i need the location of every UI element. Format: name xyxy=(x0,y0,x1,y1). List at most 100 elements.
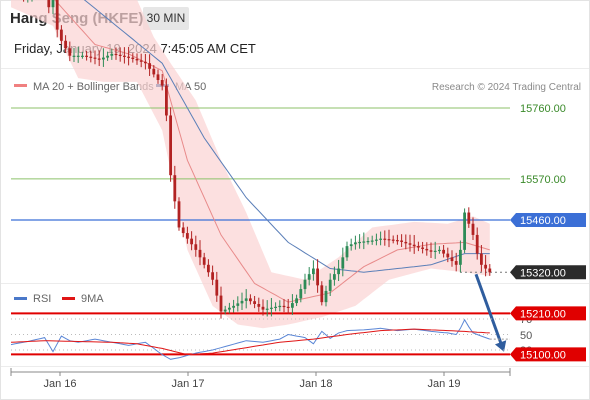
candle xyxy=(328,273,332,297)
candle-body xyxy=(295,298,298,304)
candle xyxy=(261,299,265,316)
candle xyxy=(198,240,202,266)
candle xyxy=(60,25,63,45)
candle-body xyxy=(257,304,261,307)
candle xyxy=(194,235,198,257)
candle xyxy=(139,53,143,68)
candle xyxy=(148,54,151,76)
candle xyxy=(156,69,160,84)
candle-body xyxy=(55,0,59,30)
candle-body xyxy=(412,244,416,247)
candle-body xyxy=(286,306,290,308)
candle-body xyxy=(202,257,206,265)
candle-body xyxy=(64,40,67,49)
candle xyxy=(219,286,223,319)
candle xyxy=(404,234,408,250)
candle xyxy=(55,0,59,38)
timeframe-button[interactable]: 30 MIN xyxy=(143,7,189,30)
candle-body xyxy=(408,243,412,245)
candle-body xyxy=(303,279,307,290)
candle xyxy=(47,0,51,14)
forecast-arrow xyxy=(474,273,503,345)
candle-body xyxy=(366,241,370,243)
candle-body xyxy=(349,244,353,247)
candle-body xyxy=(274,306,277,308)
candle-body xyxy=(337,268,340,275)
candle xyxy=(89,50,93,63)
candle-body xyxy=(282,305,286,308)
candle xyxy=(135,53,139,65)
candle xyxy=(463,208,466,254)
x-tick-label-jan19: Jan 19 xyxy=(427,378,460,390)
candle xyxy=(291,294,294,315)
candle-body xyxy=(123,55,126,57)
candle xyxy=(278,300,282,312)
candle-body xyxy=(442,249,445,254)
candle-body xyxy=(375,239,378,241)
candle-body xyxy=(316,268,319,286)
candle xyxy=(81,52,84,59)
candle xyxy=(249,294,252,305)
candle-body xyxy=(186,233,189,239)
candle-body xyxy=(446,253,450,258)
header-divider xyxy=(1,68,589,69)
level-label-15100.00: 15100.00 xyxy=(510,347,586,362)
level-label-15210.00: 15210.00 xyxy=(510,306,586,321)
candle xyxy=(446,247,450,263)
candle-body xyxy=(354,242,357,245)
level-label-box xyxy=(510,265,586,280)
candle-body xyxy=(169,115,172,176)
candle xyxy=(417,241,420,252)
candle-body xyxy=(383,238,387,240)
candle-body xyxy=(400,240,403,242)
candle xyxy=(51,0,55,15)
candle xyxy=(316,259,319,293)
candle-body xyxy=(139,60,143,62)
candle xyxy=(391,235,395,244)
candle xyxy=(207,259,210,277)
candle-body xyxy=(114,53,118,56)
candle-body xyxy=(471,223,475,235)
candle-body xyxy=(97,58,101,60)
candle-body xyxy=(249,298,252,302)
candle xyxy=(341,247,345,277)
candle-body xyxy=(76,55,80,57)
level-lines-layer xyxy=(11,107,510,356)
candle xyxy=(102,48,105,67)
rsi-9ma-line xyxy=(10,328,490,356)
level-label-text: 15320.00 xyxy=(520,267,566,279)
candle xyxy=(274,302,277,312)
candle xyxy=(484,255,487,277)
candle xyxy=(333,266,336,286)
candle xyxy=(144,53,147,70)
level-label-15760.00: 15760.00 xyxy=(520,103,566,115)
candle-body xyxy=(194,244,198,250)
candle xyxy=(303,273,307,294)
rsi-layer xyxy=(10,318,510,360)
candle-body xyxy=(253,301,256,304)
candle xyxy=(354,235,357,250)
candle xyxy=(387,229,391,248)
candle-body xyxy=(177,201,181,228)
candle-body xyxy=(236,303,240,306)
candle-body xyxy=(190,238,193,245)
x-tick-label-jan16: Jan 16 xyxy=(43,378,76,390)
candle-body xyxy=(85,55,88,57)
bollinger-band-fill xyxy=(11,0,490,329)
candle xyxy=(383,230,387,246)
candle-body xyxy=(102,57,105,60)
candle xyxy=(370,235,374,245)
candle xyxy=(438,246,441,254)
candle-body xyxy=(144,61,147,64)
candle xyxy=(186,226,189,244)
candle xyxy=(265,300,269,317)
candle xyxy=(480,245,483,272)
candle-body xyxy=(118,54,122,56)
candle xyxy=(85,50,88,61)
candle-body xyxy=(404,241,408,244)
candle xyxy=(337,259,340,282)
candle xyxy=(190,231,193,251)
level-label-15320.00: 15320.00 xyxy=(510,265,586,280)
candle xyxy=(450,250,454,267)
